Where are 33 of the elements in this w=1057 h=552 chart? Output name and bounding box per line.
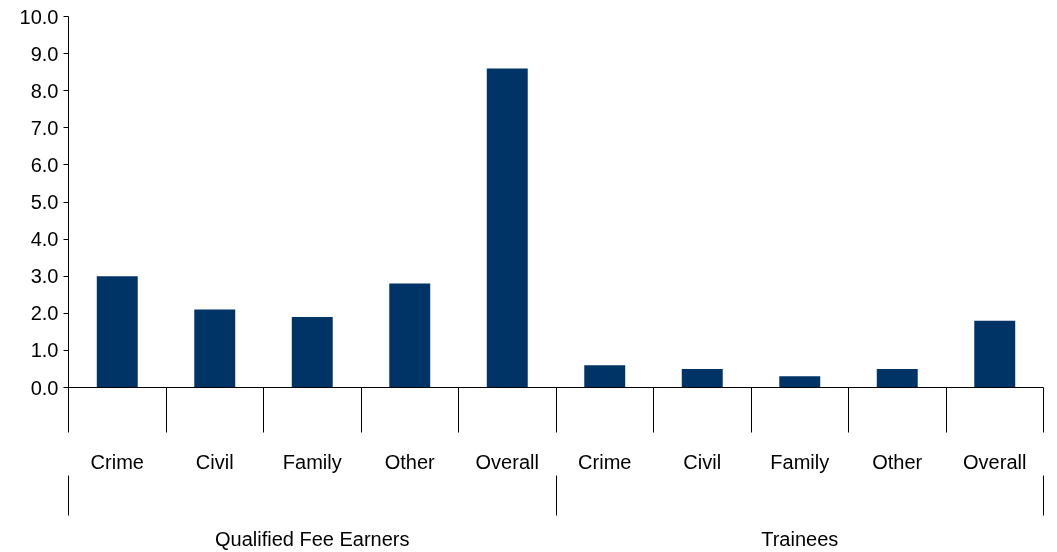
x-tick-label: Crime [578,450,632,473]
x-tick-label: Civil [195,450,234,473]
x-tick-label: Other [384,450,436,473]
bar [486,68,528,388]
y-tick-label: 6.0 [30,153,59,176]
x-tick-label: Overall [963,450,1027,473]
x-tick-label: Overall [475,450,539,473]
y-tick-label: 10.0 [19,5,59,28]
x-tick-label: Crime [90,450,144,473]
bar [96,276,138,388]
y-tick-label: 9.0 [30,42,59,65]
x-tick-label: Other [872,450,923,473]
text: Qualified Fee Earners [214,527,410,550]
x-tick-label: Family [282,450,342,473]
bar [389,283,431,388]
bar [194,309,236,388]
y-tick-label: 2.0 [30,302,59,325]
bar [291,317,333,388]
y-tick-label: 1.0 [30,339,59,362]
y-tick-label: 4.0 [30,228,59,251]
bar [974,320,1016,388]
bar [584,365,626,388]
y-tick-label: 0.0 [30,376,59,399]
y-tick-label: 8.0 [30,79,59,102]
y-tick-label: 5.0 [30,191,59,213]
y-tick-label: 7.0 [30,116,59,139]
bar [876,368,918,388]
text: Trainees [761,527,839,550]
x-tick-label: Family [770,450,830,473]
bar [779,376,821,388]
bar [681,368,723,388]
y-tick-label: 3.0 [30,265,59,288]
x-tick-label: Civil [683,450,722,473]
